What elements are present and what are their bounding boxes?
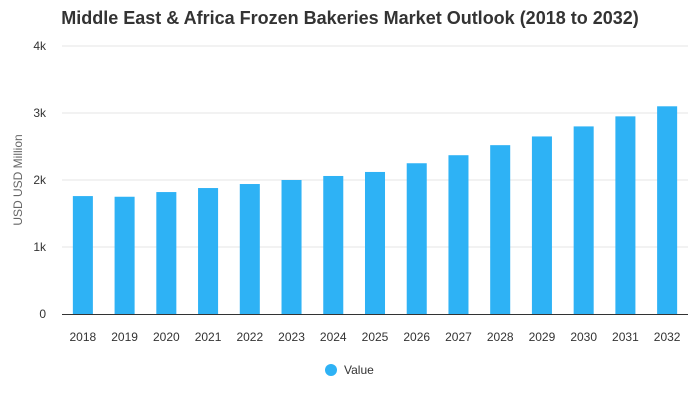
- x-tick-label-2030: 2030: [570, 330, 597, 344]
- x-tick-label-2020: 2020: [153, 330, 180, 344]
- x-tick-label-2028: 2028: [487, 330, 514, 344]
- bars: [72, 106, 678, 315]
- bar-2025[interactable]: [364, 171, 386, 314]
- x-tick-label-2031: 2031: [612, 330, 639, 344]
- y-tick-label-3: 3k: [33, 106, 47, 120]
- x-tick-label-2029: 2029: [529, 330, 556, 344]
- bar-2029[interactable]: [531, 136, 552, 314]
- x-tick-label-2022: 2022: [236, 330, 263, 344]
- y-tick-label-2: 2k: [33, 173, 47, 187]
- y-tick-label-1: 1k: [33, 240, 47, 254]
- y-tick-label-4: 4k: [33, 39, 47, 53]
- x-axis-ticks: 2018 2019 2020 2021 2022 2023 2024 2025 2026 2027…: [70, 330, 681, 344]
- y-tick-label-0: 0: [39, 307, 46, 321]
- y-axis-ticks: 0 1k 2k 3k 4k: [33, 39, 47, 321]
- bar-2026[interactable]: [406, 163, 427, 314]
- bar-2031[interactable]: [615, 116, 636, 314]
- bar-2018[interactable]: [72, 196, 93, 314]
- x-tick-label-2025: 2025: [362, 330, 389, 344]
- chart-title: Middle East & Africa Frozen Bakeries Mar…: [61, 8, 639, 28]
- legend-swatch: [325, 364, 337, 376]
- bar-2019[interactable]: [114, 196, 135, 314]
- x-tick-label-2026: 2026: [403, 330, 430, 344]
- x-tick-label-2027: 2027: [445, 330, 472, 344]
- x-tick-label-2024: 2024: [320, 330, 347, 344]
- x-tick-label-2032: 2032: [654, 330, 681, 344]
- bar-2021[interactable]: [198, 188, 219, 314]
- x-tick-label-2023: 2023: [278, 330, 305, 344]
- bar-2022[interactable]: [239, 184, 260, 314]
- legend[interactable]: Value: [325, 363, 374, 377]
- bar-2023[interactable]: [281, 180, 302, 314]
- x-tick-label-2018: 2018: [70, 330, 97, 344]
- bar-2030[interactable]: [573, 126, 594, 315]
- y-axis-title: USD USD Million: [11, 134, 25, 225]
- x-tick-label-2019: 2019: [111, 330, 138, 344]
- x-tick-label-2021: 2021: [195, 330, 222, 344]
- bar-2020[interactable]: [156, 192, 177, 314]
- legend-label: Value: [344, 363, 374, 377]
- bar-2024[interactable]: [323, 175, 344, 314]
- bar-2032[interactable]: [657, 106, 678, 314]
- bar-2028[interactable]: [490, 145, 511, 314]
- bar-2027[interactable]: [448, 155, 469, 314]
